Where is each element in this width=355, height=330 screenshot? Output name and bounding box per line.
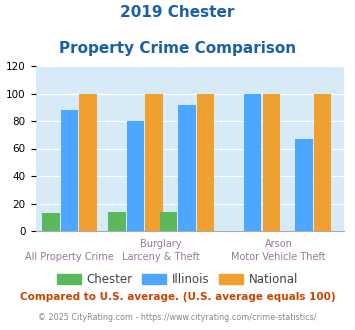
Bar xyxy=(178,105,196,231)
Text: Larceny & Theft: Larceny & Theft xyxy=(122,252,200,262)
Bar xyxy=(244,93,262,231)
Text: 2019 Chester: 2019 Chester xyxy=(120,5,235,20)
Bar xyxy=(197,93,214,231)
Legend: Chester, Illinois, National: Chester, Illinois, National xyxy=(53,268,302,291)
Bar xyxy=(262,93,280,231)
Text: Compared to U.S. average. (U.S. average equals 100): Compared to U.S. average. (U.S. average … xyxy=(20,292,335,302)
Bar xyxy=(61,110,78,231)
Bar xyxy=(159,212,177,231)
Text: Motor Vehicle Theft: Motor Vehicle Theft xyxy=(231,252,326,262)
Text: All Property Crime: All Property Crime xyxy=(25,252,114,262)
Text: © 2025 CityRating.com - https://www.cityrating.com/crime-statistics/: © 2025 CityRating.com - https://www.city… xyxy=(38,313,317,322)
Bar xyxy=(79,93,97,231)
Bar xyxy=(42,213,60,231)
Text: Burglary: Burglary xyxy=(140,239,182,249)
Bar xyxy=(108,212,126,231)
Bar xyxy=(145,93,163,231)
Text: Arson: Arson xyxy=(264,239,293,249)
Bar xyxy=(127,121,144,231)
Text: Property Crime Comparison: Property Crime Comparison xyxy=(59,41,296,56)
Bar xyxy=(314,93,332,231)
Bar xyxy=(295,139,313,231)
